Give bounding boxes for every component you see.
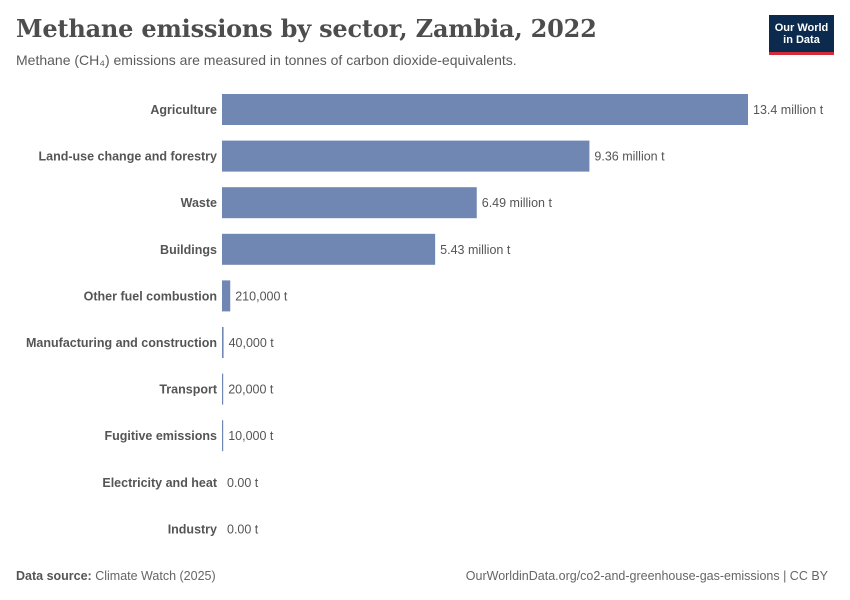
bar[interactable] [222, 280, 231, 312]
value-label: 20,000 t [228, 383, 274, 397]
value-label: 9.36 million t [594, 150, 665, 164]
footer-source: Data source: Climate Watch (2025) [16, 569, 216, 583]
value-label: 5.43 million t [440, 243, 511, 257]
value-label: 0.00 t [227, 522, 259, 536]
logo-line-1: Our World [774, 21, 829, 34]
category-label: Other fuel combustion [84, 289, 217, 303]
footer-url[interactable]: OurWorldinData.org/co2-and-greenhouse-ga… [465, 569, 828, 583]
bar[interactable] [222, 94, 748, 125]
category-label: Agriculture [150, 103, 217, 117]
value-label: 6.49 million t [482, 196, 553, 210]
value-label: 210,000 t [235, 289, 288, 303]
logo-line-2: in Data [783, 33, 820, 46]
bar[interactable] [222, 327, 224, 358]
bar[interactable] [222, 233, 436, 265]
value-label: 13.4 million t [753, 103, 824, 117]
chart-title: Methane emissions by sector, Zambia, 202… [16, 14, 597, 43]
owid-logo[interactable]: Our World in Data [769, 15, 834, 55]
category-label: Waste [181, 196, 217, 210]
category-label: Transport [159, 383, 217, 397]
chart-subtitle: Methane (CH₄) emissions are measured in … [16, 52, 517, 68]
source-label: Data source: [16, 569, 92, 583]
value-label: 10,000 t [228, 429, 274, 443]
value-label: 0.00 t [227, 476, 259, 490]
bar[interactable] [222, 187, 477, 219]
category-label: Buildings [160, 243, 217, 257]
category-label: Land-use change and forestry [38, 150, 217, 164]
bar-chart: Agriculture 13.4 million t Land-use change… [26, 94, 824, 536]
bar[interactable] [222, 140, 590, 172]
bar[interactable] [222, 420, 224, 452]
category-label: Manufacturing and construction [26, 336, 217, 350]
bar[interactable] [222, 373, 224, 405]
source-value[interactable]: Climate Watch (2025) [95, 569, 216, 583]
category-label: Electricity and heat [102, 476, 217, 490]
category-label: Fugitive emissions [104, 429, 217, 443]
category-label: Industry [168, 522, 217, 536]
value-label: 40,000 t [229, 336, 275, 350]
